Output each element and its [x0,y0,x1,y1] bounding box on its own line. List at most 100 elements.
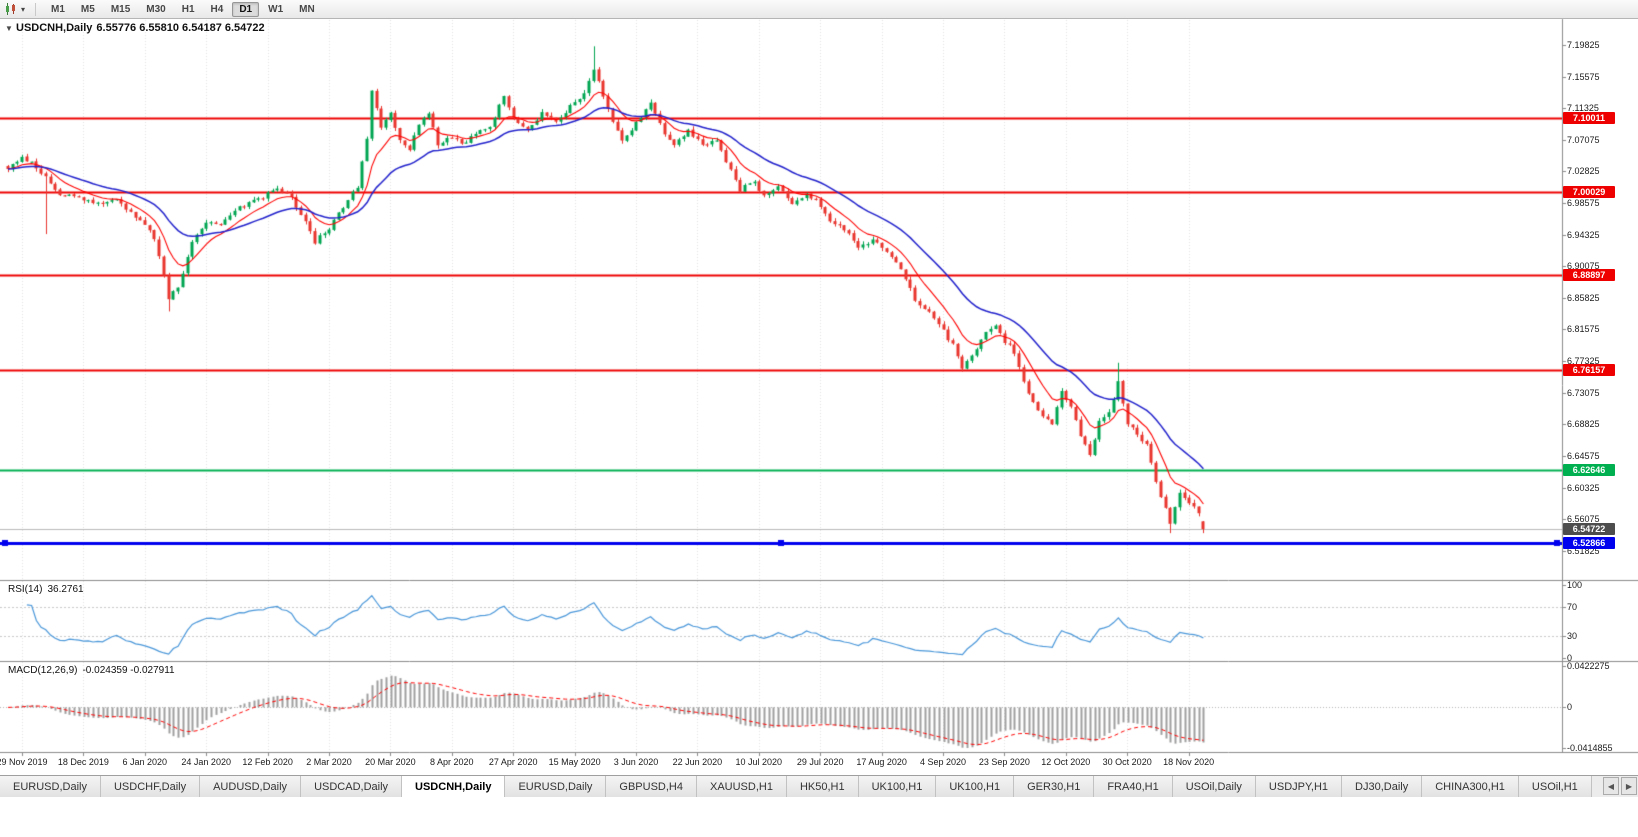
date-axis-label: 6 Jan 2020 [122,757,168,767]
price-axis-label: 6.98575 [1567,198,1600,209]
date-axis-label: 23 Sep 2020 [978,757,1030,767]
tab-audusd-daily[interactable]: AUDUSD,Daily [200,776,302,797]
macd-values: -0.024359 -0.027911 [82,665,175,676]
price-axis-label: 6.51825 [1567,545,1600,556]
tab-xauusd-h1[interactable]: XAUUSD,H1 [696,776,787,797]
chart-title: USDCNH,Daily 6.55776 6.55810 6.54187 6.54… [16,22,269,34]
tab-usoil-daily[interactable]: USOil,Daily [1172,776,1256,797]
date-axis-label: 12 Feb 2020 [242,757,293,767]
rsi-indicator-label: RSI(14) 36.2761 [8,584,89,595]
candlestick-chart-icon[interactable] [4,2,18,16]
tab-scroll-right-button[interactable]: ▶ [1621,777,1637,795]
price-axis-label: 6.77325 [1567,356,1600,367]
tab-usoil-h1[interactable]: USOil,H1 [1518,776,1592,797]
price-axis-label: 6.81575 [1567,324,1600,335]
tab-uk100-h1[interactable]: UK100,H1 [936,776,1015,797]
tab-uk100-h1[interactable]: UK100,H1 [858,776,937,797]
tab-eurusd-daily[interactable]: EURUSD,Daily [505,776,607,797]
date-axis-label: 4 Sep 2020 [919,757,967,767]
price-axis-label: 6.94325 [1567,229,1600,240]
tab-usdchf-daily[interactable]: USDCHF,Daily [100,776,201,797]
date-axis-label: 22 Jun 2020 [672,757,723,767]
date-axis-label: 17 Aug 2020 [856,757,907,767]
tab-usdcad-daily[interactable]: USDCAD,Daily [301,776,403,797]
tab-hk50-h1[interactable]: HK50,H1 [786,776,859,797]
hline-price-tag[interactable]: 7.00029 [1563,186,1615,199]
price-axis-label: 6.68825 [1567,419,1600,430]
toolbar-separator [35,2,37,16]
timeframe-button-d1[interactable]: D1 [232,1,260,17]
tab-fra40-h1[interactable]: FRA40,H1 [1094,776,1173,797]
tab-ger30-h1[interactable]: GER30,H1 [1014,776,1095,797]
timeframe-button-m1[interactable]: M1 [51,3,65,15]
hline-price-tag[interactable]: 6.62646 [1563,464,1615,477]
rsi-axis-label: 30 [1567,631,1578,642]
tab-china300-h1[interactable]: CHINA300,H1 [1422,776,1519,797]
price-axis-label: 7.02825 [1567,166,1600,177]
tab-dj30-daily[interactable]: DJ30,Daily [1342,776,1423,797]
date-axis-label: 20 Mar 2020 [365,757,416,767]
hline-price-tag[interactable]: 6.88897 [1563,269,1615,281]
date-axis-label: 10 Jul 2020 [735,757,783,767]
date-axis-label: 3 Jun 2020 [613,757,659,767]
tab-usdcnh-daily[interactable]: USDCNH,Daily [402,776,506,797]
timeframe-button-h4[interactable]: H4 [210,3,224,15]
date-axis-label: 29 Nov 2019 [0,757,48,767]
macd-axis-label: 0 [1567,702,1573,713]
timeframe-button-m5[interactable]: M5 [80,3,95,15]
timeframe-button-m30[interactable]: M30 [146,3,166,15]
price-axis-label: 6.64575 [1567,450,1600,461]
rsi-axis-label: 100 [1567,580,1583,590]
timeframe-button-group: M1 M5 M15 M30 H1 H4 D1 W1 MN [44,1,322,17]
tab-gbpusd-h4[interactable]: GBPUSD,H4 [606,776,697,797]
rsi-value: 36.2761 [47,584,84,595]
hline-price-tag[interactable]: 6.76157 [1563,363,1615,376]
chart-type-dropdown-caret[interactable]: ▾ [21,4,26,14]
date-axis-label: 18 Dec 2019 [57,757,109,767]
date-axis-label: 15 May 2020 [548,757,601,767]
one-click-trading-icon[interactable]: ▼ [5,24,13,33]
date-axis-label: 24 Jan 2020 [181,757,231,767]
date-axis-label: 30 Oct 2020 [1102,757,1152,767]
price-axis-label: 7.19825 [1567,40,1600,50]
chart-toolbar: ▾ M1 M5 M15 M30 H1 H4 D1 W1 MN [0,0,1638,19]
timeframe-button-m15[interactable]: M15 [110,3,131,15]
tab-usdjpy-h1[interactable]: USDJPY,H1 [1255,776,1343,797]
chart-title-symbol: USDCNH,Daily [16,22,93,34]
price-axis-label: 6.85825 [1567,292,1600,303]
price-axis-label: 6.90075 [1567,261,1600,272]
price-axis-label: 6.56075 [1567,514,1600,525]
tab-scroll-arrows: ◀ ▶ [1603,777,1637,795]
macd-axis-label: 0.0422275 [1567,661,1610,671]
hline-price-tag[interactable]: 6.52866 [1563,536,1615,549]
macd-axis-label: -0.0414855 [1567,743,1613,753]
price-axis-label: 6.73075 [1567,387,1600,398]
rsi-axis-label: 70 [1567,601,1578,612]
macd-name: MACD(12,26,9) [8,665,78,676]
timeframe-button-h1[interactable]: H1 [181,3,195,15]
chart-tab-bar: EURUSD,Daily USDCHF,Daily AUDUSD,Daily USDC… [0,775,1638,797]
hline-price-tag[interactable]: 7.10011 [1563,111,1615,124]
price-axis-label: 7.15575 [1567,71,1600,82]
price-axis-label: 6.60325 [1567,482,1600,493]
rsi-axis-label: 0 [1567,653,1573,663]
price-axis-label: 7.11325 [1567,103,1599,114]
date-axis-label: 27 Apr 2020 [488,757,538,767]
rsi-name: RSI(14) [8,584,43,595]
tab-scroll-left-button[interactable]: ◀ [1603,777,1619,795]
macd-indicator-label: MACD(12,26,9) -0.024359 -0.027911 [8,665,180,676]
timeframe-button-mn[interactable]: MN [299,3,315,15]
timeframe-button-w1[interactable]: W1 [268,3,284,15]
tab-eurusd-daily[interactable]: EURUSD,Daily [0,776,101,797]
chart-title-ohlc: 6.55776 6.55810 6.54187 6.54722 [96,22,265,34]
date-axis-label: 29 Jul 2020 [796,757,844,767]
date-axis-label: 2 Mar 2020 [306,757,352,767]
date-axis-label: 8 Apr 2020 [430,757,474,767]
current-price-tag: 6.54722 [1563,523,1615,536]
date-axis-label: 12 Oct 2020 [1041,757,1091,767]
price-axis-label: 7.07075 [1567,134,1600,145]
date-axis-label: 18 Nov 2020 [1163,757,1215,767]
